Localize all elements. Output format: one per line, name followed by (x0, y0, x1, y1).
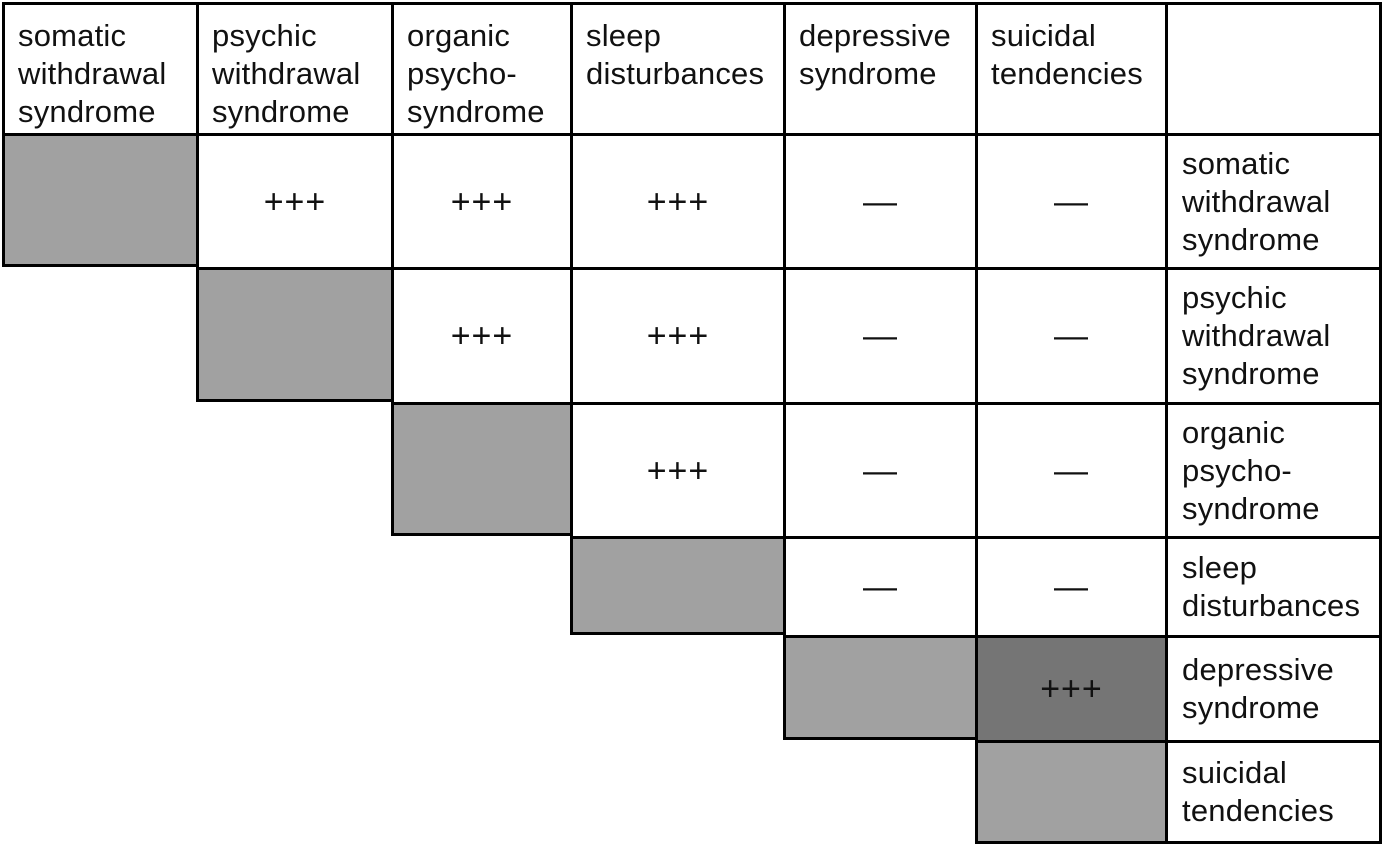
column-header-empty (1165, 2, 1382, 133)
row-label-organic-psycho-syndrome: organic psycho-syndrome (1165, 402, 1382, 536)
diagonal-cell-psychic-withdrawal (196, 267, 391, 402)
cell-organic-x-depressive: — (783, 402, 975, 536)
cell-psychic-x-sleep: +++ (570, 267, 783, 402)
row-label-suicidal-tendencies: suicidal tendencies (1165, 740, 1382, 844)
cell-sleep-x-depressive: — (783, 536, 975, 635)
row-label-sleep-disturbances: sleep disturbances (1165, 536, 1382, 635)
cell-somatic-x-organic: +++ (391, 133, 570, 267)
column-header-psychic-withdrawal-syndrome: psychic withdrawal syndrome (196, 2, 391, 133)
cell-psychic-x-organic: +++ (391, 267, 570, 402)
cell-organic-x-suicidal: — (975, 402, 1165, 536)
diagonal-cell-organic-psycho-syndrome (391, 402, 570, 536)
diagonal-cell-depressive-syndrome (783, 635, 975, 740)
cell-depressive-x-suicidal-highlighted: +++ (975, 635, 1165, 740)
cell-somatic-x-psychic: +++ (196, 133, 391, 267)
row-label-depressive-syndrome: depressive syndrome (1165, 635, 1382, 740)
column-header-sleep-disturbances: sleep disturbances (570, 2, 783, 133)
cell-psychic-x-depressive: — (783, 267, 975, 402)
column-header-organic-psycho-syndrome: organic psycho-syndrome (391, 2, 570, 133)
cell-somatic-x-suicidal: — (975, 133, 1165, 267)
cell-sleep-x-suicidal: — (975, 536, 1165, 635)
cell-somatic-x-depressive: — (783, 133, 975, 267)
diagonal-cell-sleep-disturbances (570, 536, 783, 635)
diagonal-cell-suicidal-tendencies (975, 740, 1165, 844)
cell-psychic-x-suicidal: — (975, 267, 1165, 402)
row-label-psychic-withdrawal-syndrome: psychic withdrawal syndrome (1165, 267, 1382, 402)
row-label-somatic-withdrawal-syndrome: somatic withdrawal syndrome (1165, 133, 1382, 267)
cell-somatic-x-sleep: +++ (570, 133, 783, 267)
column-header-depressive-syndrome: depressive syndrome (783, 2, 975, 133)
diagonal-cell-somatic-withdrawal (2, 133, 196, 267)
cell-organic-x-sleep: +++ (570, 402, 783, 536)
column-header-suicidal-tendencies: suicidal tendencies (975, 2, 1165, 133)
column-header-somatic-withdrawal-syndrome: somatic withdrawal syndrome (2, 2, 196, 133)
